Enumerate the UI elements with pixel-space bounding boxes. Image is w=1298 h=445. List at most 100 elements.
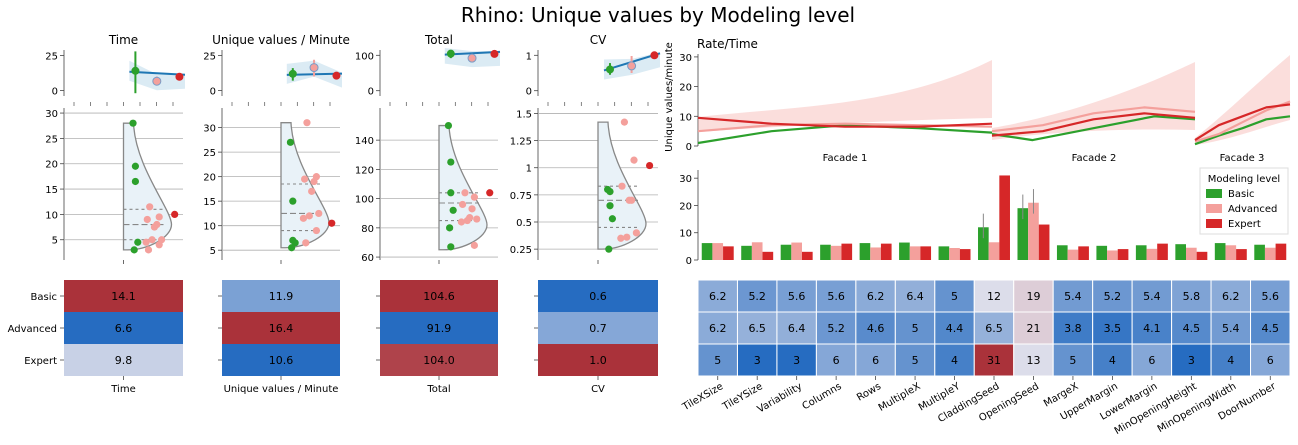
heatmap-cell xyxy=(855,343,896,377)
legend-swatch xyxy=(1206,219,1222,228)
heatmap-label: 6 xyxy=(1267,354,1274,367)
data-point xyxy=(470,241,478,249)
panel-title: CV xyxy=(590,33,607,47)
mean-point xyxy=(627,61,637,71)
heatmap-label: 3.5 xyxy=(1104,322,1122,335)
legend: Modeling level Basic Advanced Expert xyxy=(1199,167,1289,235)
rate-band xyxy=(992,62,1195,140)
bar xyxy=(1038,224,1050,260)
y-tick-label: 25 xyxy=(203,52,216,63)
y-tick-label: 0 xyxy=(368,87,374,98)
bar xyxy=(1146,248,1158,260)
data-point xyxy=(155,241,163,249)
heatmap-cell xyxy=(697,311,738,345)
y-tick-label: 1.25 xyxy=(510,137,532,148)
data-point xyxy=(646,161,654,170)
heatmap-cell xyxy=(894,279,936,313)
data-point xyxy=(473,215,481,223)
data-point xyxy=(129,119,137,127)
heatmap-label: 4 xyxy=(1227,354,1234,367)
data-point xyxy=(459,200,467,209)
metric-panel: Time 0 25 5 10 15 20 25 30 14.1 6.6 9.8 Time Basic Adv… xyxy=(8,33,186,395)
bar xyxy=(1214,243,1226,260)
heatmap-cell xyxy=(1171,279,1212,313)
y-tick-label: 0 xyxy=(210,86,216,97)
y-tick-label: 25 xyxy=(45,134,58,145)
rate-line xyxy=(991,112,1196,137)
heatmap-label: 0.7 xyxy=(589,322,607,335)
data-point xyxy=(446,224,454,232)
heatmap-label: 6.4 xyxy=(788,322,806,335)
mean-point xyxy=(650,51,659,60)
heatmap-label: 5.2 xyxy=(748,290,766,303)
heatmap-row-label: Advanced xyxy=(8,324,57,335)
data-point xyxy=(134,238,142,246)
metric-panels: Time0255101520253014.16.69.8TimeBasicAdv… xyxy=(8,33,661,395)
heatmap-label: 6 xyxy=(872,354,879,367)
y-tick-label: 0.75 xyxy=(510,191,532,202)
bar xyxy=(1078,246,1089,260)
heatmap-label: 104.6 xyxy=(423,290,455,303)
bar xyxy=(1067,249,1079,260)
data-point xyxy=(617,234,625,242)
data-point xyxy=(618,182,626,190)
metric-panel: CV 0 1 0.25 0.5 0.75 1 1.25 1.5 0.6 0.7 1.0 CV xyxy=(510,33,661,395)
heatmap-cell xyxy=(380,280,498,312)
rate-line xyxy=(697,124,993,145)
mean-point xyxy=(606,65,614,74)
y-tick-label: 0 xyxy=(686,256,692,267)
y-tick-label: 0 xyxy=(52,86,58,97)
y-tick-label: 25 xyxy=(45,52,58,63)
category-label: Columns xyxy=(800,381,843,412)
heatmap-label: 91.9 xyxy=(427,322,452,335)
mean-point xyxy=(332,71,341,80)
y-tick-label: 100 xyxy=(355,195,374,206)
mean-point xyxy=(288,69,297,78)
y-tick-label: 0.5 xyxy=(516,218,532,229)
heatmap-label: 4.5 xyxy=(1262,322,1280,335)
heatmap-cell xyxy=(736,279,778,313)
bar xyxy=(938,246,950,260)
heatmap-cell xyxy=(1052,343,1094,377)
heatmap-label: 5.2 xyxy=(1104,290,1122,303)
heatmap-label: 5 xyxy=(912,354,919,367)
data-point xyxy=(150,223,159,231)
heatmap-label: 19 xyxy=(1026,290,1040,303)
bar xyxy=(920,246,932,260)
heatmap-row-label: Expert xyxy=(24,356,57,367)
heatmap-label: 5.4 xyxy=(1143,290,1161,303)
bar xyxy=(1028,202,1039,260)
bar xyxy=(741,245,752,260)
bar xyxy=(1196,251,1208,260)
y-tick-label: 0.25 xyxy=(510,245,532,256)
y-tick-label: 10 xyxy=(45,210,58,221)
bar xyxy=(1236,249,1247,260)
metric-panel: Unique values / Minute 0 25 5 10 15 20 25 30 11.9… xyxy=(203,33,350,395)
heatmap-label: 6.5 xyxy=(748,322,766,335)
bar xyxy=(1264,247,1276,260)
metric-panel: Total 0 100 60 80 100 120 140 104.6 91.9 104.0 Tota… xyxy=(355,33,501,395)
heatmap-label: 5.8 xyxy=(1183,290,1201,303)
panel-title: Unique values / Minute xyxy=(212,33,350,47)
bar xyxy=(780,244,792,260)
data-point xyxy=(142,238,150,246)
heatmap-cell xyxy=(973,279,1015,313)
heatmap-label: 4 xyxy=(951,354,958,367)
legend-label: Basic xyxy=(1228,189,1254,200)
heatmap-cell xyxy=(538,280,658,312)
data-point xyxy=(444,121,453,130)
rate-ylabel: Unique values/minute xyxy=(664,42,675,152)
bar xyxy=(801,251,813,260)
bar xyxy=(1254,244,1265,260)
bar xyxy=(1107,250,1118,260)
y-tick-label: 10 xyxy=(679,112,692,123)
heatmap-cell xyxy=(1013,279,1054,313)
heatmap-label: 13 xyxy=(1026,354,1040,367)
mean-point xyxy=(152,76,162,86)
y-tick-label: 140 xyxy=(355,136,374,147)
data-point xyxy=(299,214,308,222)
rate-line xyxy=(991,106,1196,133)
bar xyxy=(762,251,774,260)
bar xyxy=(1096,245,1108,260)
data-point xyxy=(461,189,469,197)
